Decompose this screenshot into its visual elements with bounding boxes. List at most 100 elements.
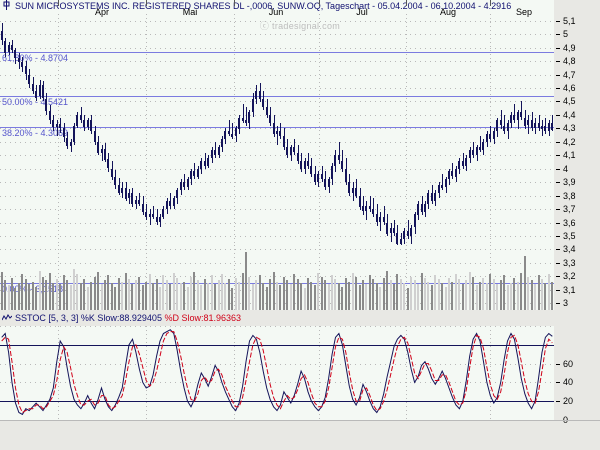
grid-line <box>0 34 554 35</box>
axis-tick-label: 40 <box>563 377 574 387</box>
volume-bar <box>39 271 41 310</box>
volume-bar <box>489 274 491 310</box>
volume-bar <box>73 269 75 310</box>
candle-body <box>393 228 395 233</box>
axis-tick-label: 3,2 <box>563 271 576 281</box>
candle-body <box>21 62 23 67</box>
candle-wick <box>246 107 247 126</box>
volume-bar <box>493 279 495 310</box>
volume-bar <box>482 278 484 310</box>
volume-bar <box>94 277 96 310</box>
volume-bar <box>479 282 481 310</box>
volume-bar <box>266 287 268 310</box>
candle-body <box>39 85 41 96</box>
grid-line <box>0 249 554 250</box>
time-axis-tick <box>406 0 407 6</box>
candle-body <box>197 169 199 177</box>
volume-bar <box>204 279 206 310</box>
price-axis[interactable]: 5,1 5 4,9 4,8 4,7 4,6 4,5 4,4 4,3 4,2 4,1 4 3,9 3,8 3,… <box>554 0 600 310</box>
candle-body <box>76 115 78 126</box>
volume-bar <box>438 279 440 310</box>
volume-chart-panel[interactable]: 0.00% - 3,1518 <box>0 245 554 310</box>
stochastic-axis[interactable]: 0204060 <box>554 310 600 425</box>
volume-bar <box>4 280 6 310</box>
volume-bar <box>104 280 106 310</box>
candle-body <box>352 188 354 193</box>
volume-bar <box>21 274 23 310</box>
axis-tick <box>556 263 560 264</box>
volume-bar <box>52 283 54 310</box>
fibonacci-label: 50.00% - 4.5421 <box>2 97 69 107</box>
volume-bar <box>259 275 261 310</box>
candle-body <box>262 99 264 107</box>
candle-body <box>11 45 13 50</box>
time-axis-label: Sep <box>515 7 533 17</box>
axis-tick-label: 3,1 <box>563 285 576 295</box>
price-chart-panel[interactable]: 61,80% - 4.8704 50.00% - 4.5421 38.20% - 4… <box>0 14 554 245</box>
grid-line <box>0 364 554 365</box>
grid-line <box>146 245 147 310</box>
candle-body <box>63 128 65 137</box>
candle-body <box>283 136 285 147</box>
candle-body <box>348 182 350 193</box>
volume-bar <box>118 278 120 310</box>
fibonacci-line[interactable] <box>0 96 554 97</box>
indicator-d-value: %D Slow:81.96363 <box>164 313 242 323</box>
volume-bar <box>162 275 164 310</box>
axis-tick-label: 3,7 <box>563 204 576 214</box>
candle-body <box>1 31 3 40</box>
axis-tick <box>556 101 560 102</box>
candle-body <box>107 159 109 168</box>
candle-body <box>286 147 288 155</box>
axis-tick <box>556 223 560 224</box>
volume-bar <box>231 288 233 310</box>
grid-line <box>0 48 554 49</box>
candle-body <box>279 131 281 136</box>
candle-body <box>273 123 275 134</box>
volume-bar <box>128 279 130 310</box>
volume-bar <box>11 278 13 310</box>
stochastic-chart-panel[interactable] <box>0 326 554 420</box>
volume-bar <box>125 273 127 310</box>
volume-bar <box>386 271 388 310</box>
volume-bar <box>286 280 288 310</box>
candle-body <box>417 204 419 215</box>
volume-bar <box>465 280 467 310</box>
volume-bar <box>76 274 78 310</box>
volume-bar <box>469 272 471 310</box>
candle-body <box>321 174 323 179</box>
volume-bar <box>135 280 137 310</box>
axis-tick <box>556 236 560 237</box>
time-axis-tick <box>58 0 59 6</box>
candle-wick <box>139 193 140 206</box>
volume-bar <box>187 287 189 310</box>
candle-body <box>59 124 61 128</box>
grid-line <box>0 236 554 237</box>
volume-bar <box>462 284 464 310</box>
volume-bar <box>486 283 488 310</box>
time-axis-label: Jun <box>268 7 284 17</box>
grid-line <box>406 245 407 310</box>
axis-tick <box>556 169 560 170</box>
candle-body <box>472 150 474 155</box>
candle-body <box>111 169 113 177</box>
grid-line <box>0 196 554 197</box>
candle-body <box>97 142 99 153</box>
volume-bar <box>111 283 113 310</box>
candle-wick <box>153 206 154 219</box>
axis-tick <box>556 75 560 76</box>
candle-body <box>266 107 268 115</box>
fibonacci-line[interactable] <box>0 52 554 53</box>
candle-body <box>145 212 147 217</box>
grid-line <box>0 61 554 62</box>
volume-bar <box>152 283 154 310</box>
candle-wick <box>480 136 481 152</box>
volume-bar <box>458 279 460 310</box>
axis-tick-label: 20 <box>563 396 574 406</box>
volume-bar <box>334 279 336 310</box>
stochastic-k-line <box>1 329 553 416</box>
candle-body <box>228 131 230 134</box>
candle-wick <box>150 209 151 225</box>
grid-line <box>234 14 235 245</box>
candle-body <box>169 201 171 206</box>
